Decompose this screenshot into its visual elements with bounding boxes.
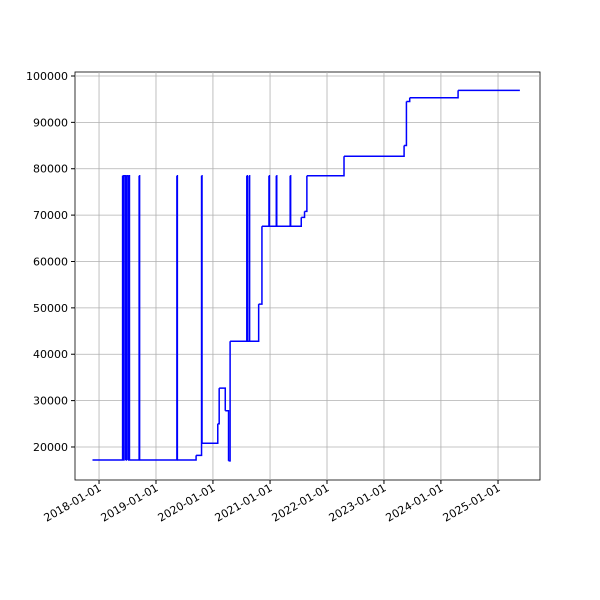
x-tick-label: 2025-01-01 <box>441 481 503 524</box>
y-tick-label: 100000 <box>26 70 68 83</box>
line-step <box>125 175 128 461</box>
line-step <box>196 175 203 457</box>
line-step <box>219 387 227 411</box>
y-tick-label: 90000 <box>33 116 68 129</box>
line-step <box>123 175 125 461</box>
line-step <box>230 175 248 342</box>
line-step <box>126 174 129 460</box>
line-step <box>225 410 230 461</box>
line-step <box>92 175 124 461</box>
line-step <box>409 90 459 99</box>
line-step <box>128 174 131 460</box>
x-tick-label: 2019-01-01 <box>99 481 161 524</box>
line-step <box>127 175 130 461</box>
line-step <box>406 97 411 103</box>
x-tick-label: 2023-01-01 <box>327 481 389 524</box>
x-tick-label: 2021-01-01 <box>213 481 275 524</box>
line-step <box>202 423 219 445</box>
line-step <box>306 156 345 177</box>
x-tick-label: 2022-01-01 <box>270 481 332 524</box>
line-step <box>301 211 306 219</box>
line-step <box>129 175 140 461</box>
line-step <box>269 175 278 227</box>
line-step <box>290 217 303 227</box>
y-tick-label: 20000 <box>33 441 68 454</box>
line-step <box>261 175 270 227</box>
line-step <box>276 175 291 227</box>
y-tick-label: 30000 <box>33 395 68 408</box>
line-step <box>304 175 308 213</box>
line-step <box>404 101 408 147</box>
line-step <box>344 145 405 157</box>
line-step <box>177 455 197 461</box>
plot-frame <box>74 71 541 481</box>
x-tick-label: 2024-01-01 <box>384 481 446 524</box>
x-tick-label: 2020-01-01 <box>156 481 218 524</box>
line-step <box>249 304 260 342</box>
line-step <box>122 174 124 460</box>
line-step <box>139 175 178 461</box>
y-tick-label: 70000 <box>33 209 68 222</box>
line-step <box>228 341 231 462</box>
y-tick-label: 50000 <box>33 302 68 315</box>
y-tick-label: 40000 <box>33 348 68 361</box>
x-tick-label: 2018-01-01 <box>42 481 104 524</box>
line-step <box>123 174 127 460</box>
y-tick-label: 80000 <box>33 163 68 176</box>
y-tick-label: 60000 <box>33 255 68 268</box>
line-step <box>217 388 220 425</box>
line-step <box>258 226 263 305</box>
